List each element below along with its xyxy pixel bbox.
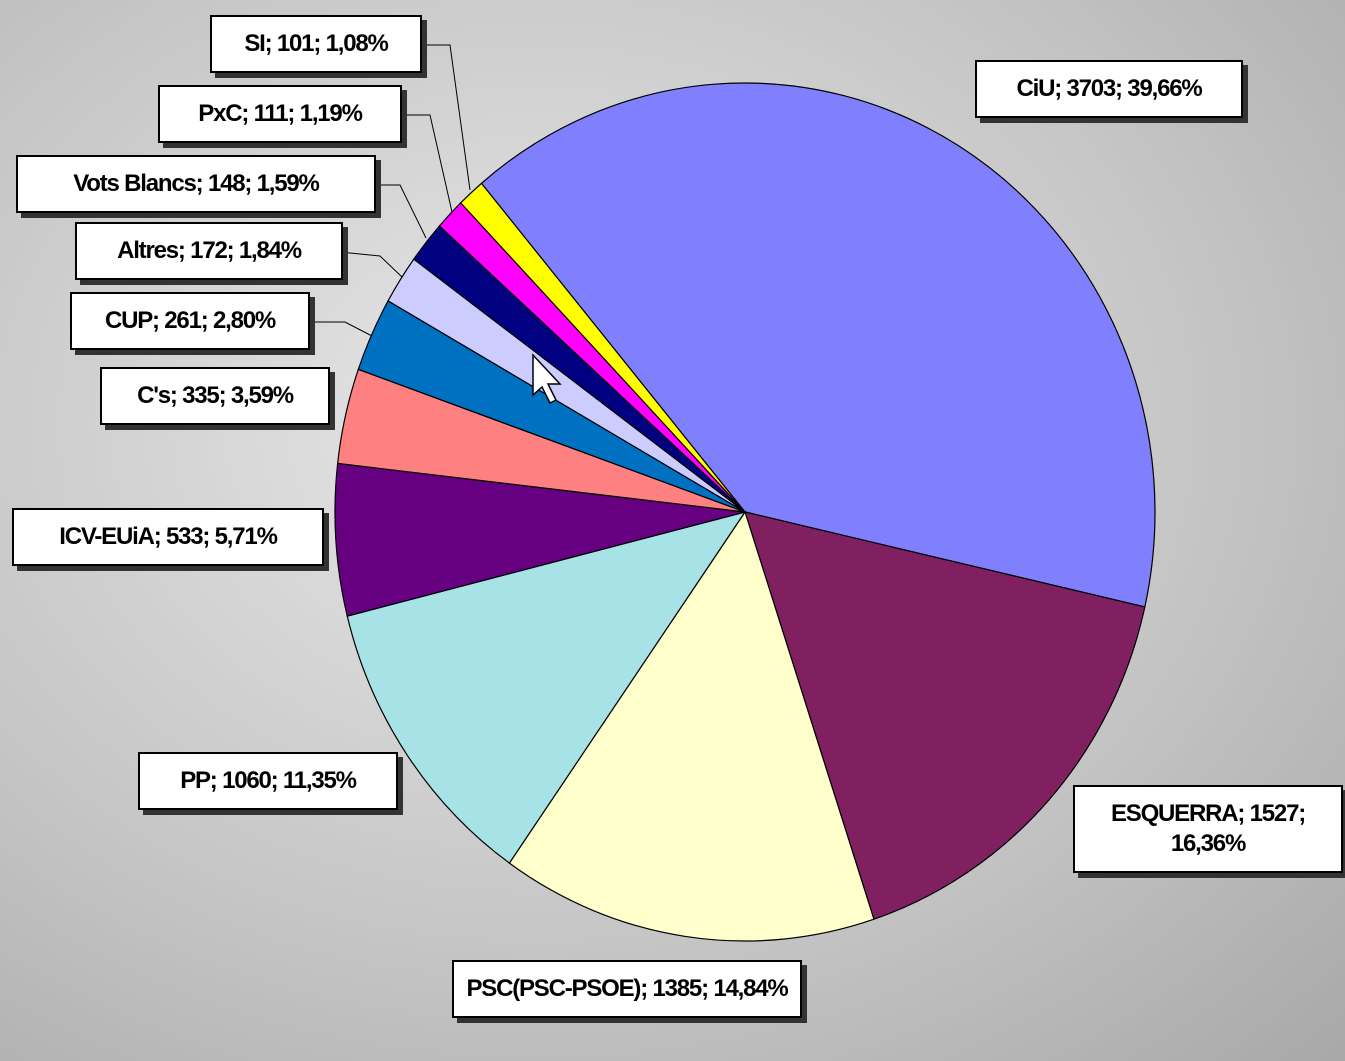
- leader-line: [420, 44, 471, 191]
- pie-slice: [480, 82, 1156, 608]
- data-label: C's; 335; 3,59%: [100, 367, 330, 425]
- data-label: CUP; 261; 2,80%: [70, 292, 310, 350]
- pie-slice: [459, 182, 746, 513]
- data-label: Vots Blancs; 148; 1,59%: [16, 155, 376, 213]
- data-label: Altres; 172; 1,84%: [75, 222, 343, 280]
- leader-line: [308, 321, 373, 337]
- mouse-cursor: [532, 353, 562, 405]
- data-label: PSC(PSC-PSOE); 1385; 14,84%: [452, 960, 802, 1018]
- data-label: CiU; 3703; 39,66%: [975, 60, 1243, 118]
- leader-line: [375, 184, 427, 239]
- data-label: SI; 101; 1,08%: [210, 15, 422, 73]
- leader-line: [339, 251, 403, 278]
- data-label: ESQUERRA; 1527; 16,36%: [1073, 785, 1343, 873]
- data-label: PxC; 111; 1,19%: [158, 85, 402, 143]
- pie-slice: [346, 511, 747, 864]
- pie-slice: [334, 462, 746, 617]
- pie-slice: [508, 510, 875, 942]
- pie-slice: [744, 511, 1146, 921]
- leader-line: [400, 114, 453, 213]
- data-label: PP; 1060; 11,35%: [138, 752, 398, 810]
- data-label: ICV-EUiA; 533; 5,71%: [12, 508, 324, 566]
